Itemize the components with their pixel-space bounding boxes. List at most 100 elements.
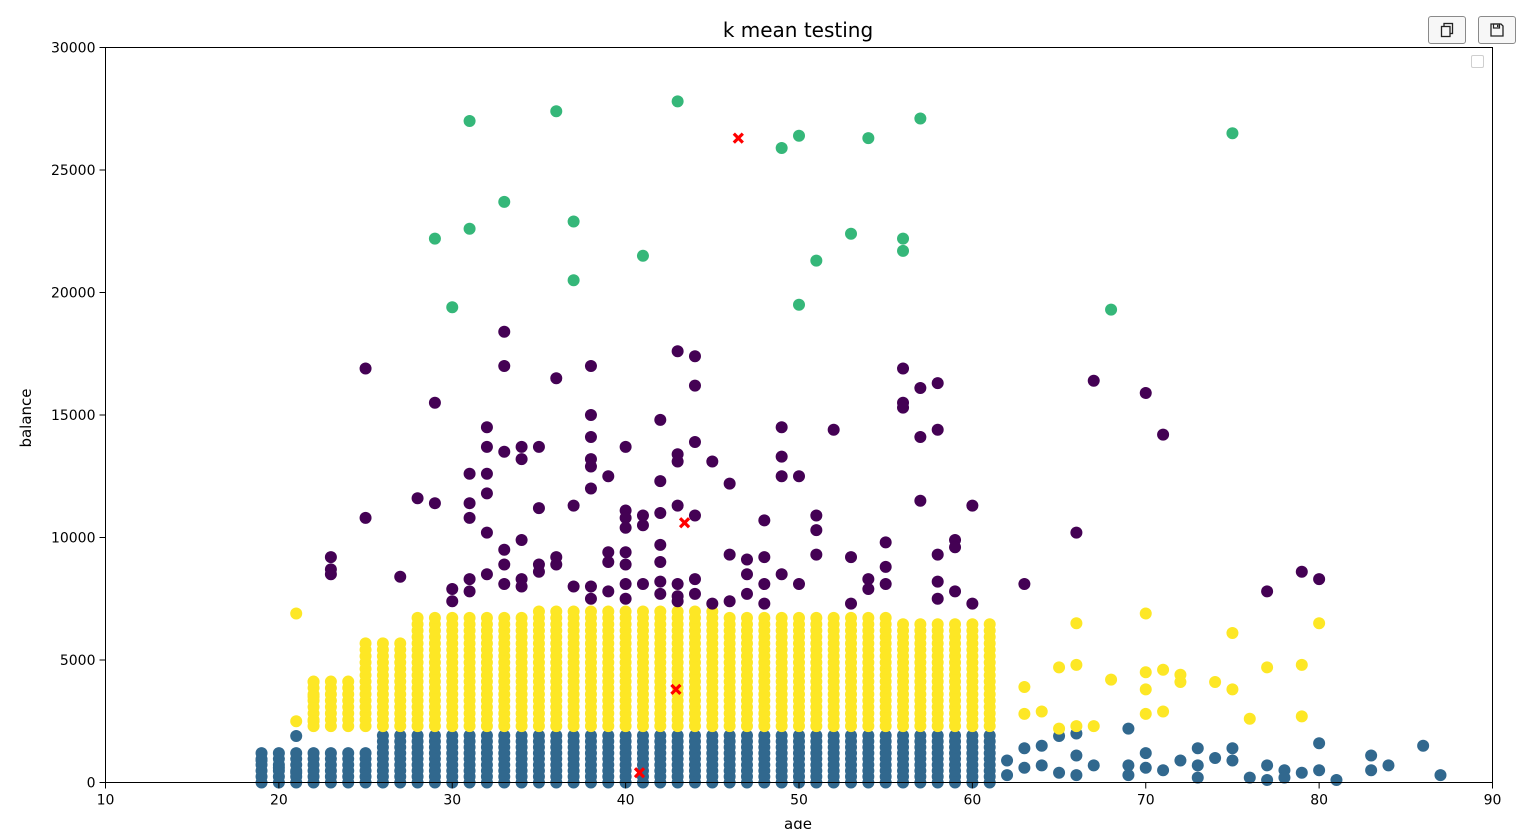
cluster-1-point [255,754,268,767]
cluster-point [897,362,910,375]
cluster-3-point [446,611,459,624]
cluster-3-point [1087,720,1100,733]
cluster-3-point [845,611,858,624]
cluster-3-point [411,611,424,624]
cluster-1-point [272,761,285,774]
cluster-point [463,573,476,586]
cluster-1-point [1261,774,1274,787]
cluster-point [879,560,892,573]
cluster-point [914,431,927,444]
cluster-3-point [324,675,337,688]
cluster-1-point [411,729,424,742]
cluster-1-point [793,729,805,742]
cluster-point [584,409,597,421]
x-axis-label: age [784,815,812,829]
x-tick-label: 60 [963,793,981,809]
cluster-point [602,585,615,598]
cluster-1-point [1191,771,1204,784]
cluster-point [515,440,528,453]
cluster-point [671,455,684,468]
cluster-point [688,509,701,522]
cluster-3-point [394,637,407,650]
cluster-1-point [671,729,684,742]
cluster-point [480,526,493,539]
cluster-3-point [1243,712,1256,725]
cluster-point [775,568,788,581]
cluster-point [1157,428,1170,441]
cluster-point [463,497,476,510]
cluster-point [428,497,441,510]
cluster-point [879,578,892,591]
cluster-3-point [1139,607,1152,620]
cluster-point [845,551,858,564]
cluster-3-point [688,605,701,618]
cluster-point [480,467,493,480]
cluster-3-point [897,618,910,631]
cluster-point [394,570,407,583]
cluster-point [636,519,649,532]
copy-button[interactable] [1428,16,1466,44]
cluster-point [602,546,615,559]
cluster-3-point [532,605,545,618]
cluster-3-point [463,611,476,624]
save-button[interactable] [1478,16,1516,44]
cluster-point [550,105,563,118]
cluster-point [567,499,580,512]
cluster-point [740,553,753,566]
cluster-point [498,558,511,571]
cluster-1-point [1035,739,1048,752]
chart-title: k mean testing [723,18,873,42]
cluster-point [758,551,771,564]
cluster-point [619,578,632,591]
cluster-1-point [1226,754,1239,767]
cluster-point [480,568,493,581]
cluster-point [862,582,875,595]
cluster-3-point [654,605,667,618]
cluster-point [636,509,649,522]
cluster-point [723,548,736,561]
cluster-1-point [654,729,667,742]
cluster-point [324,568,337,581]
cluster-point [810,548,823,561]
centroid-marker [678,517,691,529]
cluster-3-point [827,611,840,624]
cluster-point [793,578,805,591]
cluster-point [793,470,805,483]
cluster-point [740,568,753,581]
cluster-point [463,467,476,480]
cluster-point [463,511,476,524]
cluster-3-point [949,618,962,631]
cluster-3-point [810,611,823,624]
cluster-point [654,507,667,519]
cluster-point [463,585,476,598]
cluster-point [914,112,927,125]
y-tick-label: 20000 [51,286,96,302]
cluster-point [897,244,910,257]
cluster-point [949,585,962,598]
copy-icon [1440,22,1454,38]
cluster-1-point [810,729,823,742]
cluster-1-point [1191,759,1204,772]
cluster-point [480,440,493,453]
cluster-1-point [966,729,979,742]
cluster-1-point [1139,747,1152,760]
cluster-point [446,301,459,314]
points-layer [255,95,1447,789]
cluster-point [810,254,823,267]
cluster-point [706,455,719,468]
cluster-1-point [1070,749,1083,762]
cluster-point [567,580,580,593]
cluster-point [949,541,962,554]
cluster-1-point [480,729,493,742]
cluster-point [515,453,528,466]
x-tick-label: 80 [1310,793,1328,809]
x-tick-label: 70 [1137,793,1155,809]
cluster-3-point [1261,661,1274,674]
cluster-point [688,350,701,363]
cluster-point [550,372,563,385]
y-tick-label: 25000 [51,163,96,179]
cluster-point [810,509,823,522]
cluster-point [723,477,736,490]
cluster-point [931,548,944,561]
